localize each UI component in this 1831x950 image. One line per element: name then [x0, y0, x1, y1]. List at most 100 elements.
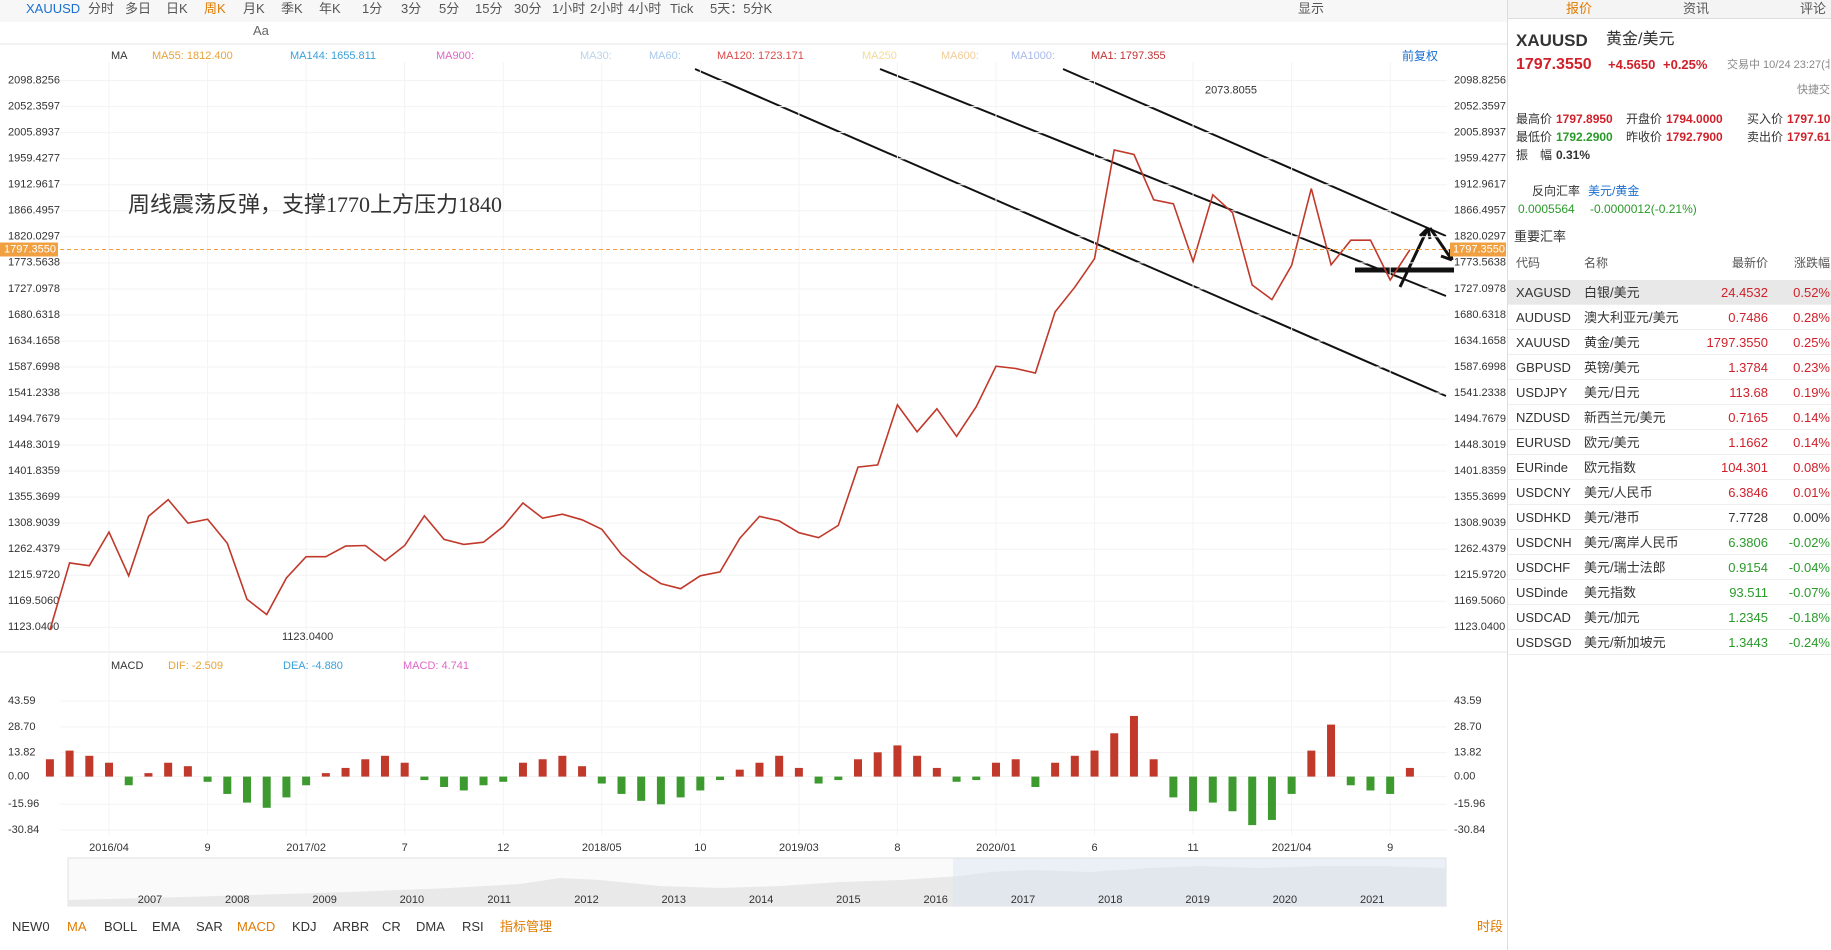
- trend-line: [879, 68, 1447, 297]
- trend-line: [1062, 68, 1447, 237]
- table-row[interactable]: [1508, 305, 1831, 330]
- indicator-button[interactable]: EMA: [152, 919, 181, 934]
- indicator-button[interactable]: BOLL: [104, 919, 138, 934]
- font-tool[interactable]: Aa: [253, 23, 269, 38]
- symbol[interactable]: XAUUSD: [26, 1, 81, 16]
- indicator-button[interactable]: RSI: [462, 919, 484, 934]
- table-row[interactable]: [1508, 505, 1831, 530]
- macd-bar: [1208, 776, 1217, 803]
- y-tick-label: 1587.6998: [8, 361, 60, 373]
- period-button[interactable]: 周K: [204, 1, 226, 16]
- table-row[interactable]: [1508, 630, 1831, 655]
- indicator-button[interactable]: MACD: [237, 919, 276, 934]
- table-row[interactable]: [1508, 280, 1831, 305]
- table-row[interactable]: [1508, 330, 1831, 355]
- period-button[interactable]: 分时: [88, 1, 115, 16]
- period-button[interactable]: 1分: [362, 1, 383, 16]
- quick-trade[interactable]: 快捷交: [1797, 84, 1830, 96]
- indicator-button[interactable]: ARBR: [333, 919, 370, 934]
- reverse-value: 0.0005564: [1518, 202, 1575, 216]
- adjust-button[interactable]: 前复权: [1402, 49, 1439, 63]
- panel-tab[interactable]: 报价: [1566, 1, 1593, 16]
- row-price: 1.2345: [1728, 610, 1768, 625]
- stat-label: 昨收价: [1626, 130, 1663, 144]
- y-tick-label: 2098.8256: [8, 74, 60, 86]
- y-tick-label: 1959.4277: [1454, 153, 1506, 165]
- indicator-button[interactable]: SAR: [196, 919, 223, 934]
- row-name: 美元/新加坡元: [1584, 636, 1666, 649]
- table-row[interactable]: [1508, 530, 1831, 555]
- indicator-button[interactable]: CR: [382, 919, 401, 934]
- period-button[interactable]: 4小时: [628, 1, 662, 16]
- macd-bar: [223, 776, 232, 794]
- macd-bar: [361, 759, 370, 777]
- navigator-year: 2019: [1185, 894, 1209, 906]
- reverse-change: -0.0000012(-0.21%): [1590, 202, 1697, 216]
- period-button[interactable]: 3分: [401, 1, 422, 16]
- indicator-manage[interactable]: 指标管理: [500, 919, 553, 934]
- row-code: EURinde: [1516, 461, 1569, 474]
- period-button[interactable]: 月K: [243, 1, 265, 16]
- table-row[interactable]: [1508, 430, 1831, 455]
- table-header: 名称: [1584, 256, 1609, 270]
- table-header: 代码: [1516, 256, 1541, 270]
- session-button[interactable]: 时段: [1477, 919, 1504, 934]
- period-button[interactable]: 5分: [439, 1, 460, 16]
- y-tick-label: 1169.5060: [1454, 595, 1505, 607]
- y-tick-label: 1215.9720: [8, 569, 60, 581]
- row-price: 93.511: [1729, 585, 1768, 600]
- quote-panel: 报价 资讯 评论 XAUUSD 黄金/美元 1797.3550 +4.5650 +0.25% 交…: [1507, 0, 1831, 950]
- period-button[interactable]: 年K: [319, 1, 341, 16]
- macd-bar: [1366, 776, 1375, 791]
- indicator-button[interactable]: MA: [67, 919, 87, 934]
- macd-bar: [183, 766, 192, 777]
- row-price: 0.9154: [1728, 560, 1768, 575]
- y-tick-label: 28.70: [8, 721, 36, 733]
- table-row[interactable]: [1508, 355, 1831, 380]
- period-button[interactable]: 15分: [475, 1, 503, 16]
- macd-bar: [518, 762, 527, 777]
- macd-bar: [1267, 776, 1276, 820]
- period-button[interactable]: 30分: [514, 1, 542, 16]
- macd-bar: [932, 767, 941, 777]
- macd-bar: [1169, 776, 1178, 798]
- y-tick-label: 1215.9720: [1454, 569, 1506, 581]
- macd-bar: [991, 762, 1000, 777]
- macd-bar: [282, 776, 291, 798]
- period-button[interactable]: 5天：5分K: [710, 1, 773, 16]
- x-tick-label: 2016/04: [89, 842, 129, 854]
- period-button[interactable]: 季K: [281, 1, 303, 16]
- y-tick-label: 1912.9617: [1454, 179, 1506, 191]
- table-row[interactable]: [1508, 455, 1831, 480]
- row-code: USDinde: [1516, 586, 1569, 599]
- navigator-year: 2015: [836, 894, 860, 906]
- table-row[interactable]: [1508, 580, 1831, 605]
- row-price: 1.3443: [1728, 635, 1768, 650]
- table-row[interactable]: [1508, 405, 1831, 430]
- y-tick-label: 1727.0978: [1454, 283, 1506, 295]
- macd-bar: [1051, 762, 1060, 777]
- period-button[interactable]: Tick: [670, 1, 694, 16]
- panel-tab[interactable]: 评论: [1800, 1, 1827, 16]
- macd-bar: [262, 776, 271, 808]
- panel-tab[interactable]: 资讯: [1683, 1, 1710, 16]
- table-row[interactable]: [1508, 605, 1831, 630]
- table-row[interactable]: [1508, 555, 1831, 580]
- y-tick-label: 1308.9039: [1454, 517, 1506, 529]
- period-button[interactable]: 2小时: [590, 1, 624, 16]
- table-row[interactable]: [1508, 480, 1831, 505]
- macd-bar: [952, 776, 961, 782]
- reverse-label: 反向汇率: [1532, 184, 1581, 198]
- navigator-window: [953, 858, 1446, 906]
- period-button[interactable]: 日K: [166, 1, 188, 16]
- period-button[interactable]: 1小时: [552, 1, 586, 16]
- indicator-button[interactable]: NEW0: [12, 919, 50, 934]
- indicator-button[interactable]: DMA: [416, 919, 445, 934]
- y-tick-label: 1401.8359: [8, 465, 60, 477]
- indicator-button[interactable]: KDJ: [292, 919, 317, 934]
- period-button[interactable]: 多日: [125, 1, 152, 16]
- tab-bar: [1508, 0, 1831, 19]
- display-button[interactable]: 显示: [1298, 1, 1325, 16]
- table-row[interactable]: [1508, 380, 1831, 405]
- row-code: XAUUSD: [1516, 336, 1571, 349]
